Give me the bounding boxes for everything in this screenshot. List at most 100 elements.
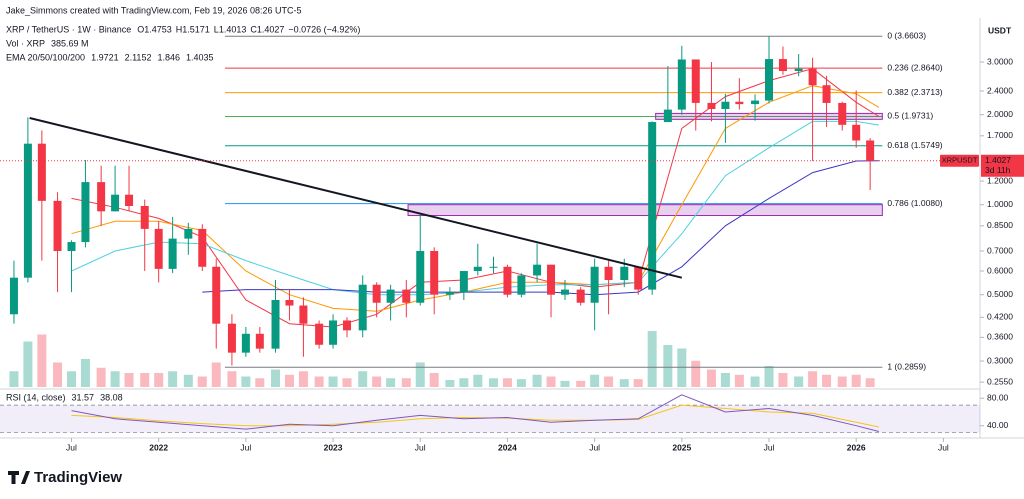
- volume-bar: [328, 376, 338, 387]
- volume-bar: [720, 373, 730, 387]
- volume-bar: [386, 378, 396, 387]
- y-tick-label: 0.4200: [987, 312, 1013, 322]
- candle-body: [9, 277, 18, 315]
- candle-body: [751, 100, 760, 105]
- y-tick-label: 0.7000: [987, 245, 1013, 255]
- legend-text: L: [214, 24, 219, 34]
- legend-text: 1.4035: [186, 52, 214, 62]
- volume-bar: [110, 371, 120, 387]
- volume-bar: [502, 378, 512, 387]
- candle-body: [576, 289, 585, 303]
- fib-label: 0 (3.6603): [887, 30, 926, 40]
- x-tick-label: 2025: [672, 442, 691, 452]
- legend-text: C: [250, 24, 257, 34]
- candle-body: [459, 271, 468, 293]
- candle-body: [517, 275, 526, 295]
- volume-bar: [576, 380, 586, 387]
- volume-bar: [808, 371, 818, 387]
- legend-text: 31.57: [72, 392, 95, 402]
- y-axis-title: USDT: [988, 25, 1012, 35]
- legend-text: 1.9721: [91, 52, 119, 62]
- x-tick-label: Jul: [415, 442, 426, 452]
- candle-body: [547, 264, 556, 295]
- legend-text: H: [176, 24, 183, 34]
- volume-bar: [140, 373, 150, 387]
- trendline: [29, 117, 683, 279]
- candle-body: [634, 266, 643, 290]
- candle-body: [386, 289, 395, 303]
- candle-body: [255, 333, 264, 349]
- ema-line: [71, 120, 879, 296]
- volume-bar: [415, 362, 425, 387]
- legend-text: XRP / TetherUS · 1W · Binance: [6, 24, 131, 34]
- fib-label: 0.618 (1.5749): [887, 140, 942, 150]
- candle-body: [125, 194, 134, 207]
- y-tick-label: 0.5000: [987, 289, 1013, 299]
- y-tick-label: 1.2000: [987, 175, 1013, 185]
- volume-bar: [445, 380, 455, 387]
- volume-bar: [822, 374, 832, 387]
- volume-bar: [691, 360, 701, 387]
- fib-label: 0.236 (2.8640): [887, 62, 942, 72]
- candle-body: [735, 101, 744, 105]
- volume-bar: [401, 378, 411, 387]
- candle-body: [533, 264, 542, 276]
- candle-body: [329, 320, 338, 345]
- volume-bar: [473, 374, 483, 387]
- candle-body: [111, 194, 120, 212]
- candle-body: [67, 242, 76, 252]
- volume-bar: [298, 371, 308, 387]
- volume-bar: [560, 380, 570, 387]
- rsi-line: [71, 394, 880, 432]
- volume-bar: [750, 376, 760, 387]
- candle-body: [473, 266, 482, 272]
- y-tick-label: 1.7000: [987, 130, 1013, 140]
- rsi-tick-label: 40.00: [987, 420, 1009, 430]
- symbol-tag: [940, 154, 979, 167]
- y-tick-label: 0.8500: [987, 220, 1013, 230]
- volume-bar: [96, 367, 106, 387]
- logo: TradingView: [8, 469, 122, 486]
- volume-bar: [532, 374, 542, 387]
- candle-body: [808, 68, 817, 86]
- x-tick-label: Jul: [66, 442, 77, 452]
- volume-bar: [284, 374, 294, 387]
- legend-text: 2.1152: [125, 52, 152, 62]
- ema-line: [71, 68, 880, 328]
- price-tag-value: 1.4027: [985, 155, 1011, 165]
- volume-bar: [124, 373, 134, 387]
- fib-label: 0.382 (2.3713): [887, 87, 942, 97]
- rsi-band: [0, 405, 980, 433]
- volume-bar: [23, 341, 33, 387]
- candle-body: [154, 228, 163, 269]
- zone: [655, 112, 883, 120]
- legend-text: 1.4013: [219, 24, 247, 34]
- candle-body: [372, 284, 381, 303]
- candle-body: [765, 59, 774, 101]
- x-tick-label: Jul: [938, 442, 949, 452]
- volume-bar: [255, 378, 265, 387]
- volume-bar: [590, 374, 600, 387]
- candle-body: [97, 182, 106, 212]
- legend-text: EMA 20/50/100/200: [6, 52, 85, 62]
- volume-bar: [66, 371, 76, 387]
- y-tick-label: 2.0000: [987, 109, 1013, 119]
- legend-text: −0.0726 (−4.92%): [288, 24, 360, 34]
- credit: Jake_Simmons created with TradingView.co…: [6, 5, 301, 15]
- volume-bar: [154, 373, 164, 387]
- candle-body: [227, 323, 236, 353]
- volume-bar: [764, 366, 774, 387]
- candle-body: [168, 238, 177, 269]
- candle-body: [721, 101, 730, 109]
- candle-body: [691, 59, 700, 103]
- volume-bar: [241, 376, 251, 387]
- volume-bar: [37, 334, 47, 387]
- volume-bar: [227, 371, 237, 387]
- ema-line: [71, 85, 880, 312]
- volume-bar: [80, 359, 90, 387]
- legend-text: 1.4753: [144, 24, 172, 34]
- candle-body: [315, 323, 324, 345]
- volume-bar: [778, 373, 788, 387]
- candle-body: [402, 289, 411, 303]
